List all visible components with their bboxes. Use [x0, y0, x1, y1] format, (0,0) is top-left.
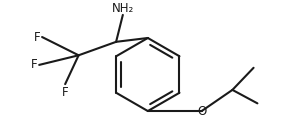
Text: F: F: [34, 31, 40, 44]
Text: F: F: [62, 86, 69, 99]
Text: O: O: [197, 105, 206, 118]
Text: NH₂: NH₂: [112, 2, 134, 15]
Text: F: F: [31, 58, 37, 71]
